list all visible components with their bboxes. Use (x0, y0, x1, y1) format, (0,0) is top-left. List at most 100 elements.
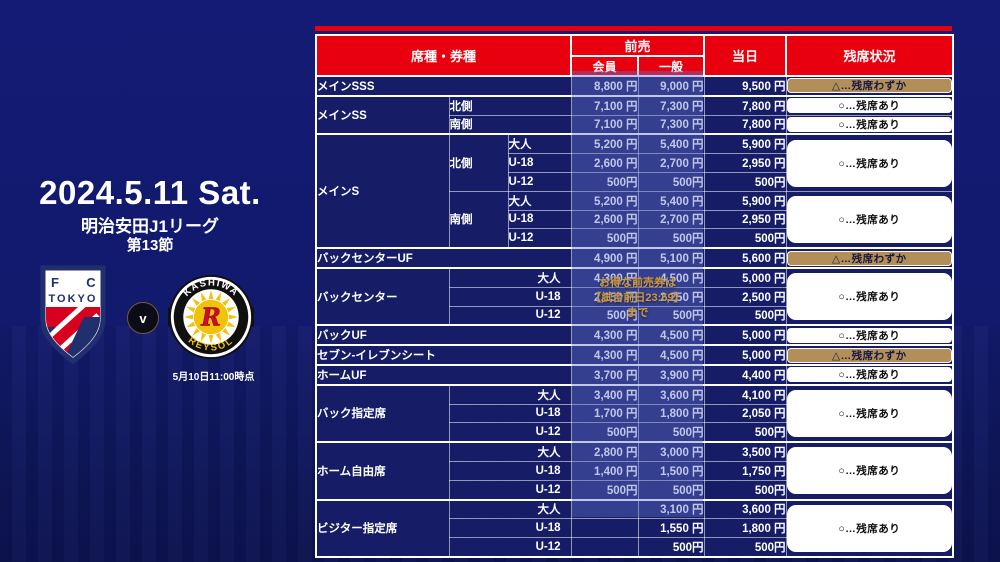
ticket-age-label: U-18 (507, 153, 572, 173)
price-member (570, 498, 639, 520)
price-member: 500円 (570, 479, 639, 501)
match-date: 2024.5.11 Sat. (39, 174, 261, 211)
ticket-age-label: 大人 (448, 266, 572, 288)
seat-type-label: バックセンターUF (315, 247, 572, 269)
price-member: 2,600 円 (570, 209, 639, 230)
ticket-age-label: U-18 (507, 209, 572, 230)
seat-type-label: ホームUF (315, 363, 572, 386)
header-availability: 残席状況 (785, 34, 955, 77)
seat-type-label: ホーム自由席 (315, 441, 450, 501)
price-general: 3,600 円 (637, 383, 705, 405)
availability-badge: ○…残席あり (787, 447, 953, 495)
price-member: 8,800 円 (570, 75, 639, 97)
availability-badge: ○…残席あり (787, 98, 953, 114)
price-general: 4,500 円 (637, 324, 705, 346)
price-sameday: 500円 (703, 171, 787, 192)
availability-badge: ○…残席あり (787, 327, 953, 343)
availability-cell: ○…残席あり (785, 441, 954, 501)
crest-word-tokyo: TOKYO (49, 293, 98, 305)
availability-cell: ○…残席あり (785, 363, 954, 386)
kashiwa-reysol-crest-icon: KASHIWA REYSOL R (168, 274, 254, 360)
availability-badge: △…残席わずか (787, 347, 953, 363)
price-general: 500円 (637, 479, 705, 501)
league-name: 明治安田J1リーグ (81, 217, 219, 236)
ticket-age-label: U-12 (448, 479, 572, 501)
price-sameday: 9,500 円 (703, 75, 787, 97)
price-sameday: 5,000 円 (703, 344, 787, 366)
header-advance: 前売 (570, 34, 706, 57)
ticket-age-label: U-18 (448, 403, 572, 424)
seat-side-label: 北側 (448, 94, 572, 116)
price-member: 1,400 円 (570, 460, 639, 481)
seat-side-label: 北側 (448, 133, 509, 192)
availability-cell: ○…残席あり (785, 383, 954, 443)
availability-cell: ○…残席あり (785, 324, 954, 346)
price-member: 4,900 円 (570, 247, 639, 269)
availability-cell: ○…残席あり (785, 498, 954, 558)
availability-badge: ○…残席あり (787, 139, 953, 187)
price-general: 500円 (637, 422, 705, 443)
ticket-age-label: U-12 (448, 537, 572, 558)
price-member (570, 518, 639, 539)
price-sameday: 3,500 円 (703, 441, 787, 462)
price-general: 500円 (637, 537, 705, 558)
price-general: 1,500 円 (637, 460, 705, 481)
price-sameday: 5,600 円 (703, 247, 787, 269)
price-member (570, 537, 639, 558)
price-member: 7,100 円 (570, 94, 639, 116)
price-member: 2,600 円 (570, 153, 639, 173)
price-general: 500円 (637, 171, 705, 192)
price-member: 7,100 円 (570, 114, 639, 135)
availability-cell: △…残席わずか (785, 344, 954, 366)
header-general: 一般 (637, 55, 706, 77)
match-round: 第13節 (126, 237, 174, 254)
price-sameday: 2,500 円 (703, 286, 787, 307)
seat-type-label: ビジター指定席 (315, 498, 450, 558)
price-member: 500円 (570, 228, 639, 249)
ticket-age-label: 大人 (448, 498, 572, 520)
price-general: 2,250 円 (637, 286, 705, 307)
price-general: 500円 (637, 228, 705, 249)
price-general: 1,550 円 (637, 518, 705, 539)
price-general: 2,700 円 (637, 209, 705, 230)
price-general: 9,000 円 (637, 75, 705, 97)
ticket-age-label: U-18 (448, 518, 572, 539)
price-sameday: 3,600 円 (703, 498, 787, 520)
price-sameday: 1,750 円 (703, 460, 787, 481)
seat-side-label: 南側 (448, 190, 509, 249)
crest-letter-c: C (86, 275, 96, 290)
seat-type-label: メインS (315, 133, 450, 249)
price-member: 4,300 円 (570, 324, 639, 346)
seat-type-label: メインSS (315, 94, 450, 135)
ticket-age-label: U-12 (507, 228, 572, 249)
ticket-age-label: 大人 (507, 133, 572, 155)
price-member: 4,300 円 (570, 344, 639, 366)
price-general: 3,100 円 (637, 498, 705, 520)
price-member: 500円 (570, 422, 639, 443)
price-sameday: 4,400 円 (703, 363, 787, 386)
price-general: 5,400 円 (637, 190, 705, 211)
availability-cell: △…残席わずか (785, 247, 954, 269)
ticket-price-table: 席種・券種 前売 当日 残席状況 会員 一般 メインSSS 8,800 円 9,00… (314, 26, 955, 558)
seat-type-label: セブン-イレブンシート (315, 344, 572, 366)
availability-badge: △…残席わずか (787, 250, 953, 266)
fc-tokyo-crest-icon: F C TOKYO (40, 265, 106, 364)
price-general: 4,500 円 (637, 266, 705, 288)
price-general: 500円 (637, 305, 705, 326)
price-general: 3,000 円 (637, 441, 705, 462)
seat-side-label: 南側 (448, 114, 572, 135)
price-sameday: 5,900 円 (703, 190, 787, 211)
price-general: 7,300 円 (637, 114, 705, 135)
seat-type-label: バックセンター (315, 266, 450, 326)
price-sameday: 5,000 円 (703, 324, 787, 346)
price-sameday: 1,800 円 (703, 518, 787, 539)
price-member: 3,700 円 (570, 363, 639, 386)
price-member: 5,200 円 (570, 133, 639, 155)
seat-type-label: バックUF (315, 324, 572, 346)
price-member: 2,150 円 (570, 286, 639, 307)
price-member: 5,200 円 (570, 190, 639, 211)
price-general: 3,900 円 (637, 363, 705, 386)
price-general: 2,700 円 (637, 153, 705, 173)
availability-badge: ○…残席あり (787, 116, 953, 132)
